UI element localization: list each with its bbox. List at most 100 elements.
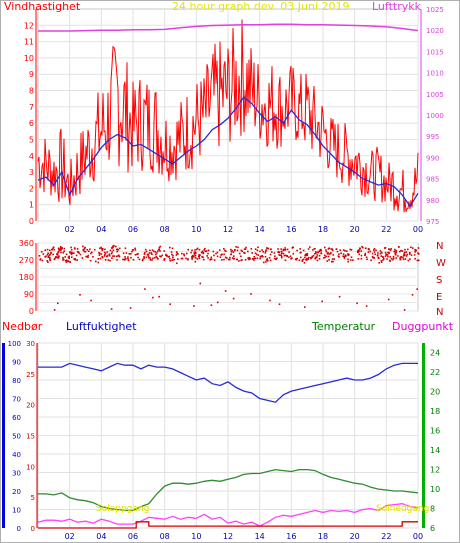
wind-x-tick-label: 02 bbox=[65, 225, 75, 234]
pressure-tick-label: 1005 bbox=[426, 91, 444, 99]
precip-tick-label: 15 bbox=[26, 433, 35, 441]
direction-point bbox=[216, 255, 219, 258]
direction-point bbox=[406, 253, 408, 256]
direction-point bbox=[342, 249, 345, 251]
direction-point bbox=[346, 250, 348, 252]
direction-point bbox=[169, 303, 171, 305]
direction-point bbox=[330, 248, 332, 250]
precip-tick-label: 5 bbox=[31, 494, 35, 502]
direction-point bbox=[400, 249, 402, 252]
direction-point bbox=[193, 252, 195, 254]
direction-point bbox=[380, 261, 383, 263]
direction-point bbox=[104, 254, 106, 256]
direction-point bbox=[59, 248, 62, 250]
direction-point bbox=[218, 249, 221, 251]
direction-point bbox=[59, 246, 62, 248]
direction-point bbox=[57, 251, 60, 253]
direction-point bbox=[127, 259, 130, 262]
direction-point bbox=[280, 252, 283, 255]
direction-point bbox=[370, 259, 372, 262]
direction-point bbox=[382, 256, 384, 258]
direction-point bbox=[103, 255, 106, 257]
direction-point bbox=[163, 259, 165, 261]
direction-point bbox=[387, 298, 390, 301]
direction-point bbox=[241, 259, 243, 261]
direction-point bbox=[90, 252, 92, 255]
direction-point bbox=[336, 250, 339, 253]
direction-point bbox=[112, 245, 114, 247]
direction-point bbox=[306, 254, 309, 256]
direction-point bbox=[389, 249, 392, 251]
direction-point bbox=[56, 253, 59, 256]
wind-tick-label: 12 bbox=[24, 21, 34, 30]
wind-speed-line bbox=[37, 19, 419, 213]
wind-x-tick-label: 14 bbox=[255, 225, 265, 234]
direction-point bbox=[389, 256, 391, 258]
direction-point bbox=[403, 253, 405, 255]
direction-point bbox=[350, 249, 353, 251]
humidity-series bbox=[37, 362, 419, 529]
direction-point bbox=[271, 251, 273, 253]
direction-point bbox=[115, 245, 117, 248]
direction-point bbox=[338, 295, 341, 298]
direction-point bbox=[267, 247, 270, 250]
direction-point bbox=[70, 246, 72, 249]
direction-point bbox=[175, 254, 178, 256]
direction-point bbox=[175, 251, 178, 253]
direction-point bbox=[122, 252, 125, 254]
direction-point bbox=[41, 259, 44, 262]
direction-point bbox=[236, 258, 238, 261]
direction-point bbox=[47, 252, 49, 255]
direction-point bbox=[107, 259, 110, 261]
wind-x-tick-label: 10 bbox=[191, 225, 201, 234]
direction-point bbox=[207, 257, 209, 259]
direction-point bbox=[384, 255, 387, 258]
direction-point bbox=[67, 256, 70, 259]
direction-point bbox=[302, 249, 305, 252]
direction-point bbox=[165, 253, 167, 256]
temp-tick-label: 14 bbox=[430, 446, 440, 455]
direction-point bbox=[225, 250, 227, 252]
pressure-tick-label: 980 bbox=[426, 197, 439, 205]
wind-tick-label: 7 bbox=[29, 103, 34, 112]
direction-point bbox=[305, 253, 307, 256]
direction-point bbox=[93, 248, 96, 251]
direction-point bbox=[130, 256, 132, 259]
direction-point bbox=[326, 260, 329, 262]
direction-point bbox=[278, 254, 280, 256]
direction-point bbox=[219, 256, 222, 258]
direction-point bbox=[55, 256, 57, 258]
temp-tick-label: 6 bbox=[430, 524, 435, 533]
direction-point bbox=[62, 256, 64, 259]
humidity-tick-label: 40 bbox=[12, 451, 21, 459]
direction-point bbox=[342, 255, 344, 257]
direction-point bbox=[356, 302, 358, 305]
direction-point bbox=[47, 261, 49, 263]
direction-point bbox=[416, 288, 418, 290]
wind-x-tick-label: 12 bbox=[223, 225, 233, 234]
direction-point bbox=[352, 259, 354, 261]
direction-point bbox=[299, 256, 302, 259]
direction-point bbox=[414, 250, 417, 252]
pressure-tick-label: 975 bbox=[426, 218, 439, 226]
direction-point bbox=[243, 251, 245, 254]
precipitation-line bbox=[38, 521, 418, 529]
direction-point bbox=[191, 256, 194, 258]
direction-point bbox=[407, 248, 409, 251]
sunset-label: Solnedgang bbox=[376, 504, 429, 514]
direction-point bbox=[395, 250, 397, 253]
humidity-tick-label: 100 bbox=[8, 340, 21, 348]
humidity-x-tick-label: 22 bbox=[381, 532, 391, 541]
wind-x-tick-label: 18 bbox=[318, 225, 328, 234]
direction-point bbox=[134, 249, 137, 251]
direction-point bbox=[306, 252, 309, 255]
direction-point bbox=[254, 252, 257, 255]
direction-point bbox=[265, 259, 268, 261]
direction-point bbox=[277, 248, 279, 250]
direction-point bbox=[328, 253, 330, 255]
precip-y-axis: 0 10 20 30 40 50 60 70 80 90 100 bbox=[2, 340, 21, 533]
direction-point bbox=[194, 249, 196, 251]
direction-point bbox=[295, 258, 298, 261]
direction-point bbox=[156, 252, 158, 254]
direction-point bbox=[359, 248, 361, 250]
